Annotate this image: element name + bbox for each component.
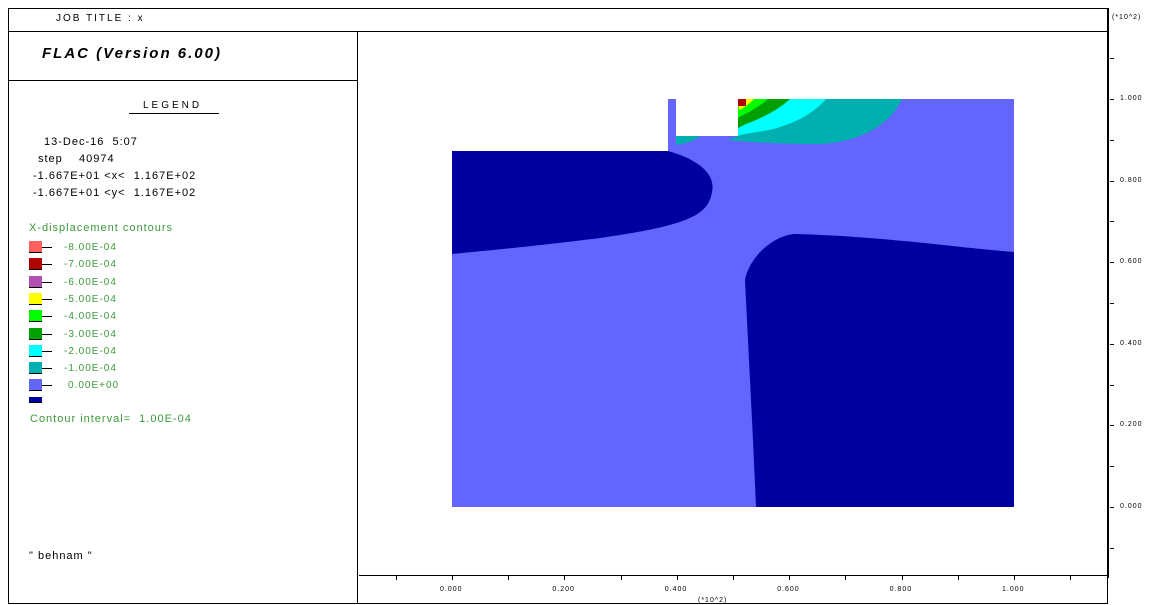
x-tick-label: 0.000 bbox=[440, 586, 463, 593]
program-title: FLAC (Version 6.00) bbox=[42, 45, 222, 62]
legend-label: -7.00E-04 bbox=[64, 259, 117, 271]
y-tick-label: 0.000 bbox=[1120, 503, 1143, 510]
legend-label: -4.00E-04 bbox=[64, 311, 117, 323]
legend-label: -5.00E-04 bbox=[64, 293, 117, 305]
legend-swatch bbox=[29, 310, 42, 323]
x-tick-mark bbox=[452, 576, 453, 580]
x-tick-mark bbox=[901, 576, 903, 580]
x-tick-mark bbox=[1070, 576, 1072, 580]
legend-label: -2.00E-04 bbox=[64, 345, 117, 357]
y-tick-label: 0.400 bbox=[1120, 339, 1143, 347]
legend-swatch bbox=[29, 258, 42, 271]
x-range: -1.667E+01 <x< 1.167E+02 bbox=[33, 170, 197, 182]
legend-swatch bbox=[29, 344, 42, 357]
x-tick-label: 0.600 bbox=[777, 586, 800, 593]
y-axis bbox=[1108, 8, 1109, 578]
job-title: JOB TITLE : x bbox=[56, 13, 145, 24]
legend-tick bbox=[42, 316, 52, 318]
region-dark-blue-left bbox=[452, 151, 713, 254]
x-axis bbox=[359, 575, 1108, 576]
x-axis-scale: (*10^2) bbox=[698, 597, 728, 604]
region-teal-left-edge bbox=[676, 136, 700, 145]
author-label: " behnam " bbox=[29, 550, 93, 562]
x-tick-mark bbox=[1014, 576, 1015, 580]
y-tick-label: 1.000 bbox=[1120, 95, 1143, 102]
legend-tick bbox=[42, 247, 52, 248]
x-tick-mark bbox=[845, 576, 847, 580]
title-bar bbox=[8, 8, 1108, 32]
y-tick-mark bbox=[1110, 507, 1114, 508]
legend-tick bbox=[42, 264, 52, 266]
legend-swatch bbox=[29, 379, 42, 392]
x-tick-label: 0.400 bbox=[664, 586, 688, 593]
contour-interval: Contour interval= 1.00E-04 bbox=[30, 413, 192, 425]
x-tick-mark bbox=[395, 576, 397, 580]
y-tick-mark bbox=[1110, 58, 1114, 60]
program-box bbox=[8, 31, 358, 81]
legend-swatch bbox=[29, 292, 42, 305]
region-red bbox=[738, 99, 746, 106]
x-tick-mark bbox=[789, 576, 791, 580]
contour-title: X-displacement contours bbox=[29, 222, 174, 234]
y-tick-mark bbox=[1110, 221, 1114, 223]
y-tick-label: 0.600 bbox=[1120, 258, 1143, 266]
legend-tick bbox=[42, 333, 52, 335]
date-stamp: 13-Dec-16 5:07 bbox=[44, 136, 138, 148]
y-tick-mark bbox=[1110, 466, 1114, 468]
x-tick-mark bbox=[957, 576, 959, 580]
x-tick-mark bbox=[564, 576, 566, 580]
legend-tick bbox=[42, 298, 52, 300]
y-tick-mark bbox=[1110, 262, 1114, 264]
y-tick-mark bbox=[1110, 139, 1114, 141]
step-count: step 40974 bbox=[38, 153, 115, 165]
side-panel bbox=[8, 31, 358, 604]
y-range: -1.667E+01 <y< 1.167E+02 bbox=[33, 187, 197, 199]
legend-label: -3.00E-04 bbox=[64, 328, 117, 340]
y-tick-mark bbox=[1110, 303, 1114, 304]
x-tick-mark bbox=[733, 576, 734, 580]
legend-tick bbox=[42, 368, 52, 370]
y-tick-mark bbox=[1110, 99, 1114, 100]
y-tick-mark bbox=[1110, 180, 1114, 182]
legend-swatch bbox=[29, 327, 42, 340]
y-tick-mark bbox=[1110, 343, 1114, 345]
legend-label: -1.00E-04 bbox=[64, 363, 117, 375]
x-tick-mark bbox=[676, 576, 678, 580]
plot-frame bbox=[8, 8, 1108, 604]
x-tick-label: 1.000 bbox=[1002, 586, 1025, 593]
legend-swatch bbox=[29, 362, 42, 375]
legend-label: -6.00E-04 bbox=[64, 276, 117, 288]
legend-swatch-base bbox=[29, 396, 42, 403]
legend-label: -8.00E-04 bbox=[64, 242, 117, 253]
x-tick-label: 0.200 bbox=[552, 586, 575, 593]
x-tick-label: 0.800 bbox=[889, 586, 913, 593]
y-tick-label: 0.800 bbox=[1120, 176, 1143, 184]
x-tick-mark bbox=[620, 576, 622, 580]
legend-swatch bbox=[29, 241, 42, 253]
x-tick-mark bbox=[508, 576, 510, 580]
y-tick-mark bbox=[1110, 425, 1114, 427]
legend-underline bbox=[129, 113, 219, 114]
excavation-notch bbox=[676, 99, 738, 136]
y-tick-mark bbox=[1110, 384, 1114, 386]
legend-tick bbox=[42, 350, 52, 352]
legend-label: 0.00E+00 bbox=[68, 380, 120, 392]
y-axis-scale: (*10^2) bbox=[1112, 14, 1142, 21]
legend-heading: LEGEND bbox=[143, 100, 203, 111]
region-dark-blue-right bbox=[745, 234, 1014, 507]
y-tick-mark bbox=[1110, 547, 1114, 549]
legend-tick bbox=[42, 385, 52, 387]
legend-swatch bbox=[29, 275, 42, 288]
y-tick-label: 0.200 bbox=[1120, 421, 1143, 429]
legend-tick bbox=[42, 281, 52, 283]
